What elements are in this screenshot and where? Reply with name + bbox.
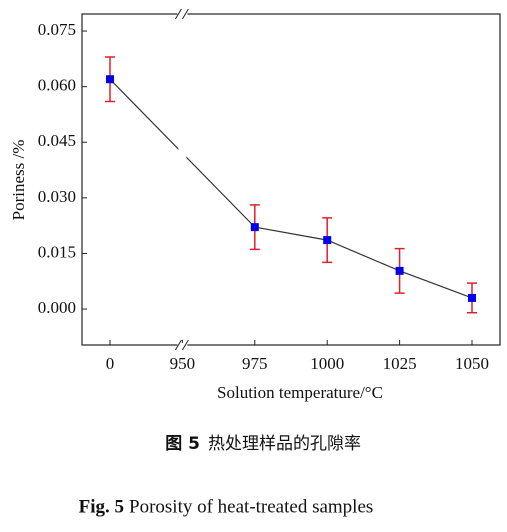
caption-cn-text: 热处理样品的孔隙率 [208,434,361,454]
x-tick-label: 1000 [310,354,344,373]
x-tick-label: 1050 [455,354,489,373]
y-axis-label: Poriness /% [9,140,28,221]
x-tick-label: 975 [242,354,268,373]
y-tick-label: 0.075 [38,20,76,39]
y-tick-label: 0.015 [38,242,76,261]
x-tick-label: 1025 [383,354,417,373]
axis-break-mark [181,339,189,351]
axis-break-gap [177,12,188,16]
axis-break-gap [177,343,188,347]
point [323,236,332,245]
x-axis-label: Solution temperature/°C [217,383,383,402]
y-tick-label: 0.045 [38,131,76,150]
y-tick-label: 0.030 [38,187,76,206]
axis-break-mark [174,8,182,20]
axis-break-mark [181,8,189,20]
break-gap [178,134,187,164]
point [395,266,404,275]
plot-frame [81,13,501,346]
y-tick-label: 0.000 [38,298,76,317]
y-tick-label: 0.060 [38,76,76,95]
point [468,293,476,302]
caption-cn-label: 图 5 [165,434,200,454]
caption-en-label: Fig. 5 [79,496,124,517]
point [250,223,259,232]
series-line [109,78,473,299]
x-tick-label: 950 [170,354,196,373]
axis-break-mark [174,339,182,351]
point [106,75,114,84]
x-tick-label: 0 [106,354,115,373]
caption-en-text: Porosity of heat-treated samples [129,496,373,517]
